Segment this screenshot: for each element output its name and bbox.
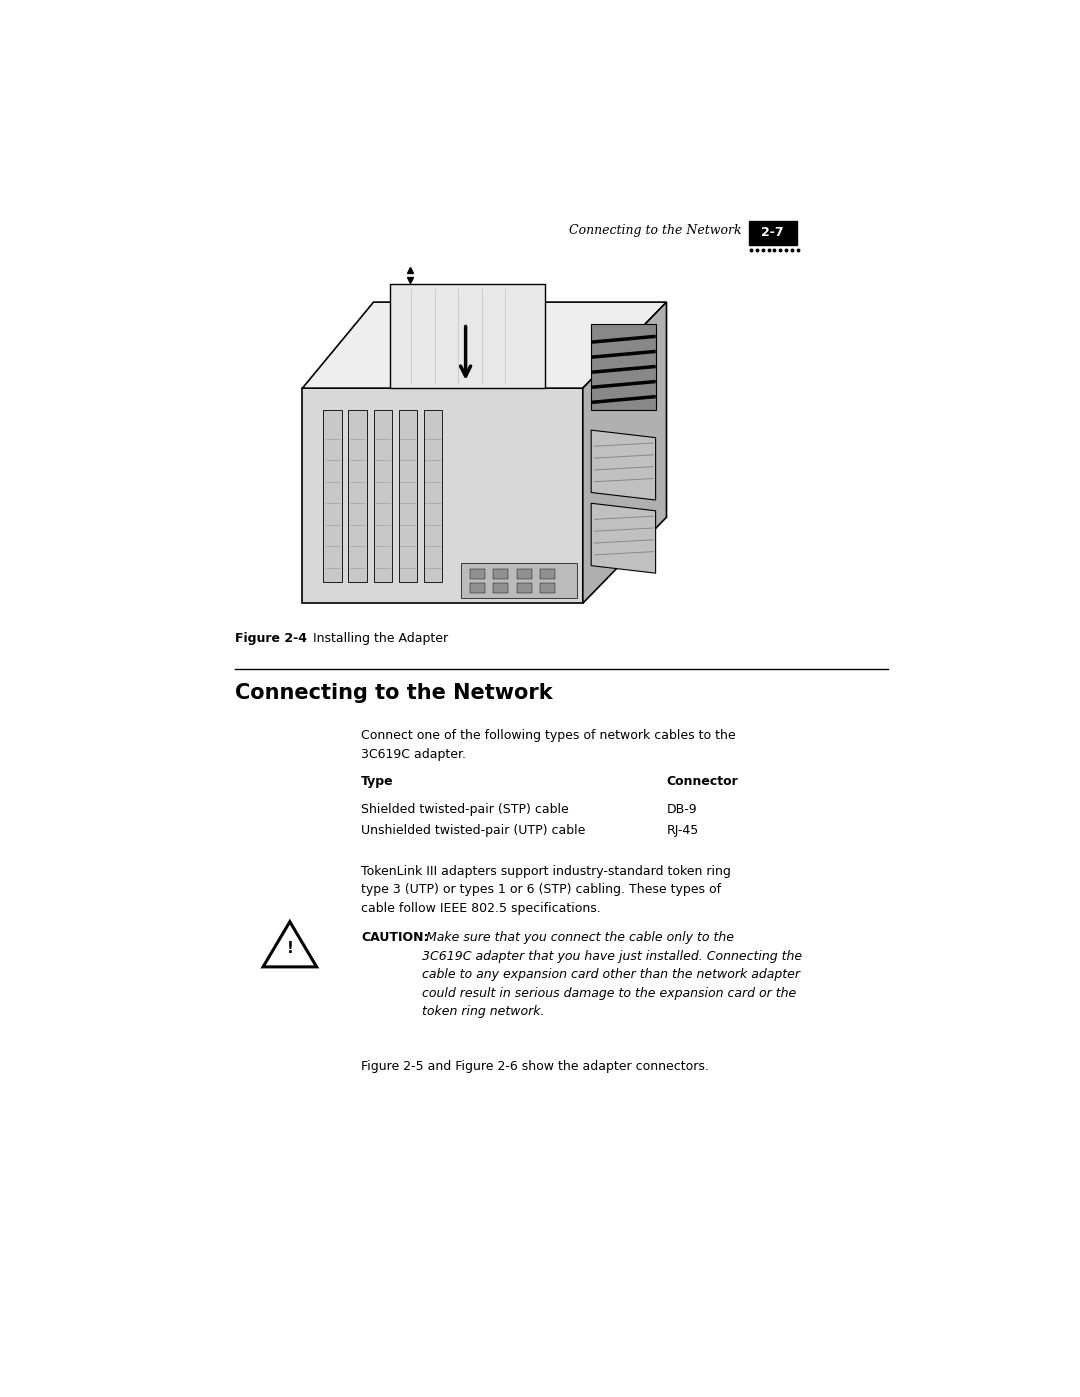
Text: Connector: Connector [666,775,739,788]
Polygon shape [374,409,392,581]
FancyBboxPatch shape [494,583,509,592]
Text: !: ! [286,942,294,956]
Polygon shape [423,409,442,581]
Text: Figure 2-4: Figure 2-4 [235,633,308,645]
Polygon shape [390,284,545,388]
Text: CAUTION:: CAUTION: [361,932,429,944]
Polygon shape [302,388,583,604]
FancyBboxPatch shape [540,583,555,592]
Text: Figure 2-5 and Figure 2-6 show the adapter connectors.: Figure 2-5 and Figure 2-6 show the adapt… [361,1060,708,1073]
Text: Make sure that you connect the cable only to the
3C619C adapter that you have ju: Make sure that you connect the cable onl… [422,932,802,1018]
Text: Connecting to the Network: Connecting to the Network [569,224,742,236]
Polygon shape [591,503,656,573]
FancyBboxPatch shape [494,569,509,578]
Text: 2-7: 2-7 [761,226,784,239]
Polygon shape [591,324,656,409]
Text: Unshielded twisted-pair (UTP) cable: Unshielded twisted-pair (UTP) cable [361,824,585,837]
Text: Installing the Adapter: Installing the Adapter [300,633,448,645]
Text: RJ-45: RJ-45 [666,824,699,837]
Text: DB-9: DB-9 [666,803,697,816]
Text: Connect one of the following types of network cables to the
3C619C adapter.: Connect one of the following types of ne… [361,729,735,760]
Polygon shape [302,302,666,388]
Polygon shape [591,430,656,500]
Polygon shape [349,409,367,581]
Text: TokenLink III adapters support industry-standard token ring
type 3 (UTP) or type: TokenLink III adapters support industry-… [361,865,731,915]
Polygon shape [264,922,316,967]
Polygon shape [323,409,341,581]
Text: Connecting to the Network: Connecting to the Network [235,683,553,703]
FancyBboxPatch shape [516,583,531,592]
FancyBboxPatch shape [470,583,485,592]
Text: Type: Type [361,775,393,788]
FancyBboxPatch shape [540,569,555,578]
FancyBboxPatch shape [748,221,797,244]
Polygon shape [583,302,666,604]
FancyBboxPatch shape [470,569,485,578]
Text: Shielded twisted-pair (STP) cable: Shielded twisted-pair (STP) cable [361,803,569,816]
Polygon shape [461,563,577,598]
Polygon shape [399,409,417,581]
FancyBboxPatch shape [516,569,531,578]
